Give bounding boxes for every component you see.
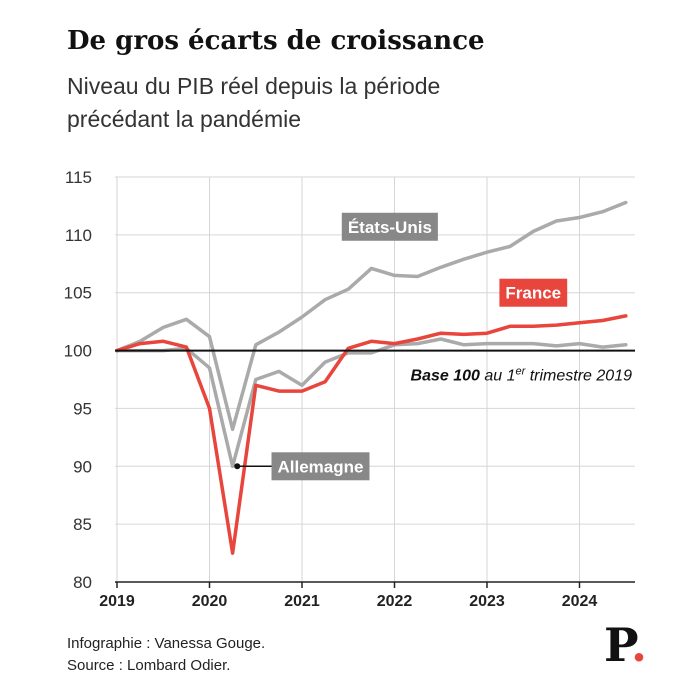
x-tick-label-2024: 2024 (562, 593, 598, 610)
series-line-france (115, 314, 628, 555)
chart-title: De gros écarts de croissance (67, 26, 485, 56)
y-tick-label-90: 90 (73, 457, 92, 476)
x-tick-label-2022: 2022 (377, 593, 413, 610)
series-line-germany (115, 337, 628, 469)
series-label-box-france (499, 278, 568, 307)
footer: Infographie : Vanessa Gouge. Source : Lo… (67, 633, 265, 677)
subtitle-line-2: précédant la pandémie (67, 106, 301, 132)
y-tick-label-95: 95 (73, 399, 92, 418)
series-line-us (115, 200, 628, 432)
baseline-label-text-2: trimestre 2019 (525, 368, 632, 385)
y-tick-label-85: 85 (73, 515, 92, 534)
series-label-box-germany (271, 452, 370, 481)
series-label-text-germany: Allemagne (278, 457, 364, 476)
series-label-text-us: États-Unis (348, 218, 432, 237)
series-label-us: États-Unis (341, 212, 438, 241)
y-axis: 80 85 90 95 100 105 110 115 (64, 168, 92, 592)
x-tick-label-2021: 2021 (284, 593, 320, 610)
x-tick-label-2023: 2023 (469, 593, 505, 610)
series-label-box-us (341, 212, 438, 241)
series-label-france: France (499, 278, 568, 307)
y-tick-label-110: 110 (65, 226, 92, 245)
series-label-text-france: France (505, 284, 561, 303)
baseline-label-sup: er (516, 366, 527, 378)
x-tick-label-2019: 2019 (99, 593, 135, 610)
logo-dot: . (630, 618, 647, 672)
y-tick-label-80: 80 (73, 573, 92, 592)
series-label-germany: Allemagne (234, 452, 370, 481)
x-axis: 2019 2020 2021 2022 2023 2024 (99, 581, 635, 610)
x-tick-label-2020: 2020 (192, 593, 228, 610)
baseline-100: Base 100 au 1er trimestre 2019 (115, 349, 635, 385)
chart-subtitle: Niveau du PIB réel depuis la période pré… (67, 70, 627, 136)
y-tick-label-115: 115 (65, 168, 92, 187)
credit-text: Infographie : Vanessa Gouge. (67, 635, 266, 652)
series-label-pointer-dot-germany (234, 463, 241, 470)
y-tick-label-100: 100 (64, 342, 92, 361)
series-lines (115, 200, 628, 555)
subtitle-line-1: Niveau du PIB réel depuis la période (67, 73, 441, 99)
baseline-label-text: au 1 (480, 368, 516, 385)
logo-letter: P (604, 618, 631, 672)
grid-lines (115, 176, 635, 582)
y-tick-label-105: 105 (64, 284, 92, 303)
publisher-logo: P. (604, 622, 647, 668)
series-labels: États-Unis France Allemagne (234, 212, 568, 481)
baseline-label: Base 100 au 1er trimestre 2019 (411, 366, 633, 385)
baseline-label-bold: Base 100 (411, 368, 480, 385)
source-text: Source : Lombard Odier. (67, 657, 231, 674)
